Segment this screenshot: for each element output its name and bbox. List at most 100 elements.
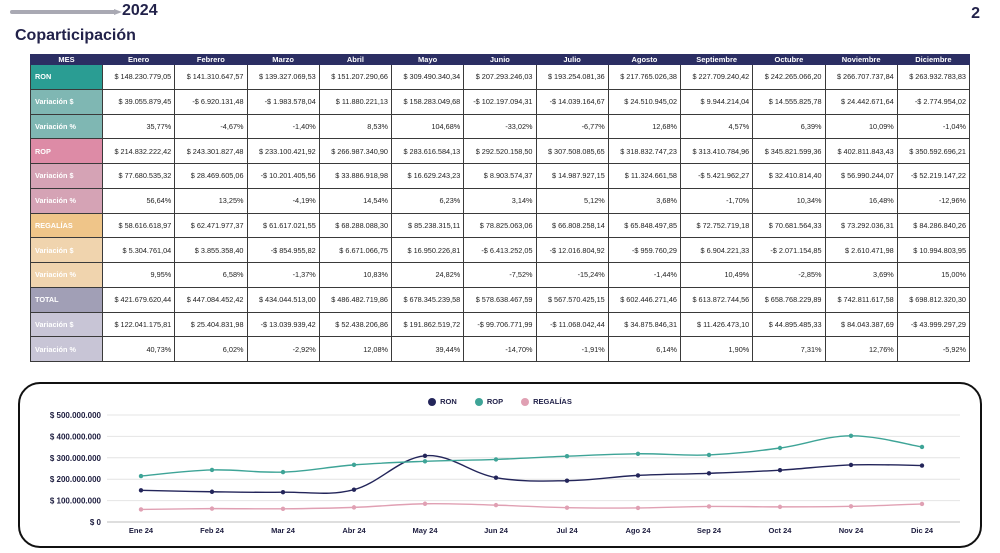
data-point-regalias — [351, 505, 357, 510]
legend-item: REGALÍAS — [521, 397, 572, 406]
table-cell: 12,68% — [607, 113, 682, 140]
data-point-regalias — [280, 506, 286, 512]
row-label: RON — [30, 64, 103, 90]
legend-item: RON — [428, 397, 457, 406]
table-row: Variación $ $ 39.055.879,45 -$ 6.920.131,4… — [30, 88, 971, 115]
data-point-ron — [422, 453, 428, 458]
table-cell: $ 283.616.584,13 — [390, 138, 465, 164]
table-cell: 4,57% — [679, 113, 754, 140]
table-cell: $ 207.293.246,03 — [463, 64, 537, 90]
table-cell: $ 6.671.066,75 — [318, 237, 393, 263]
table-cell: $ 10.994.803,95 — [896, 237, 971, 263]
data-point-ron — [209, 489, 215, 494]
table-header-row: MES Enero Febrero Marzo Abril Mayo Junio… — [30, 54, 971, 65]
row-label: Variación % — [30, 187, 103, 214]
table-cell: $ 318.832.747,23 — [607, 138, 682, 164]
table-cell: $ 242.265.066,20 — [752, 64, 826, 90]
table-cell: -$ 11.068.042,44 — [535, 311, 609, 338]
table-cell: $ 78.825.063,06 — [463, 212, 537, 239]
x-tick-label: Ene 24 — [129, 526, 154, 535]
row-label: REGALÍAS — [30, 212, 103, 239]
table-cell: -$ 854.955,82 — [246, 237, 320, 263]
table-cell: $ 84.043.387,69 — [824, 311, 898, 338]
data-point-rop — [280, 469, 286, 475]
data-point-rop — [209, 467, 215, 473]
x-tick-label: Ago 24 — [625, 526, 651, 535]
table-cell: -$ 12.016.804,92 — [535, 237, 609, 263]
table-cell: $ 292.520.158,50 — [463, 138, 537, 164]
data-point-ron — [848, 462, 854, 468]
page-title: Coparticipación — [15, 27, 136, 44]
legend-dot — [428, 397, 437, 406]
table-cell: 3,68% — [607, 187, 682, 214]
table-body: RON $ 148.230.779,05 $ 141.310.647,57 $ 139… — [30, 64, 971, 362]
table-cell: 6,58% — [174, 262, 248, 288]
table-cell: 6,23% — [390, 187, 465, 214]
table-cell: -2,85% — [752, 262, 826, 288]
table-cell: $ 8.903.574,37 — [463, 163, 537, 189]
x-tick-label: Jun 24 — [484, 526, 509, 535]
table-cell: 16,48% — [824, 187, 898, 214]
table-cell: $ 24.510.945,02 — [607, 88, 682, 115]
table-row: RON $ 148.230.779,05 $ 141.310.647,57 $ 139… — [30, 64, 971, 90]
table-cell: 14,54% — [318, 187, 393, 214]
table-cell: 1,90% — [679, 336, 754, 362]
table-cell: 3,69% — [824, 262, 898, 288]
row-label: Variación $ — [30, 88, 103, 115]
data-point-regalias — [919, 501, 925, 507]
legend-dot — [521, 397, 530, 406]
table-cell: 6,39% — [752, 113, 826, 140]
y-tick-label: $ 500.000.000 — [50, 411, 102, 420]
table-cell: 12,08% — [318, 336, 393, 362]
data-point-rop — [777, 445, 783, 451]
header-cell: Diciembre — [896, 54, 971, 65]
data-point-rop — [706, 452, 712, 458]
row-label: Variación $ — [30, 237, 103, 263]
data-point-rop — [564, 453, 570, 459]
series-line-rop — [140, 435, 923, 477]
row-label: Variación % — [30, 336, 103, 362]
table-cell: $ 32.410.814,40 — [752, 163, 826, 189]
x-tick-label: Sep 24 — [697, 526, 722, 535]
table-cell: 12,76% — [824, 336, 898, 362]
x-tick-label: Oct 24 — [769, 526, 793, 535]
table-cell: 10,83% — [318, 262, 393, 288]
table-cell: -$ 2.071.154,85 — [752, 237, 826, 263]
x-tick-label: Feb 24 — [200, 526, 225, 535]
table-cell: $ 158.283.049,68 — [390, 88, 465, 115]
table-cell: -1,44% — [607, 262, 682, 288]
series-line-regalias — [140, 502, 923, 511]
table-cell: $ 11.880.221,13 — [318, 88, 393, 115]
table-cell: $ 447.084.452,42 — [174, 286, 248, 313]
y-tick-label: $ 100.000.000 — [50, 497, 102, 506]
data-point-regalias — [209, 506, 215, 511]
data-point-rop — [493, 457, 499, 462]
table-cell: $ 350.592.696,21 — [896, 138, 971, 164]
chart-legend: RON ROP REGALÍAS — [0, 397, 1000, 406]
table-cell: $ 602.446.271,46 — [607, 286, 682, 313]
table-cell: 40,73% — [101, 336, 176, 362]
x-tick-label: Abr 24 — [342, 526, 366, 535]
table-cell: -$ 6.920.131,48 — [174, 88, 248, 115]
table-cell: -$ 959.760,29 — [607, 237, 682, 263]
table-cell: 3,14% — [463, 187, 537, 214]
table-row: Variación % 40,73% 6,02% -2,92% 12,08% 39,44%… — [30, 336, 971, 362]
table-cell: $ 65.848.497,85 — [607, 212, 682, 239]
data-point-rop — [422, 459, 428, 464]
x-tick-label: Dic 24 — [911, 526, 934, 535]
legend-item: ROP — [474, 397, 504, 406]
data-point-ron — [635, 473, 641, 478]
table-cell: $ 39.055.879,45 — [101, 88, 176, 115]
x-tick-label: May 24 — [412, 526, 438, 535]
y-tick-label: $ 200.000.000 — [50, 475, 102, 484]
table-row: Variación % 35,77% -4,67% -1,40% 8,53% 104,68… — [30, 113, 971, 140]
table-cell: -2,92% — [246, 336, 320, 362]
data-point-regalias — [848, 504, 854, 509]
data-point-regalias — [138, 507, 144, 512]
row-label: ROP — [30, 138, 103, 164]
table-cell: $ 148.230.779,05 — [101, 64, 176, 90]
data-point-rop — [635, 451, 641, 456]
legend-label: ROP — [486, 397, 504, 406]
y-tick-label: $ 0 — [90, 518, 102, 527]
data-point-regalias — [777, 504, 783, 510]
